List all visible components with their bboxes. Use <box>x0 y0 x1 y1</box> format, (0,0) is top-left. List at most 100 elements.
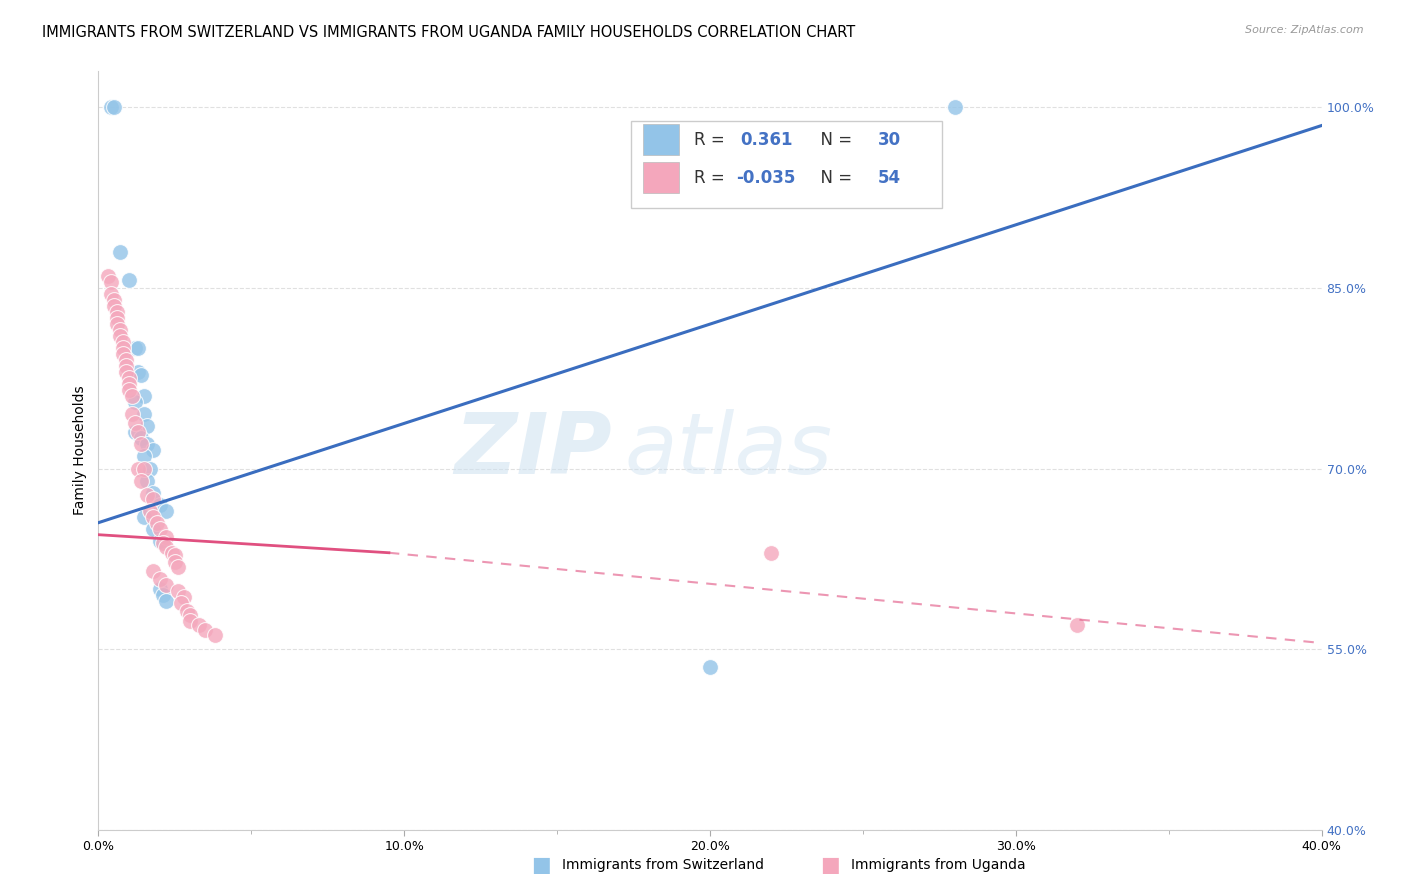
Point <box>170 596 193 610</box>
Point <box>129 432 152 446</box>
Point <box>136 419 159 434</box>
Point <box>167 584 190 599</box>
Text: ZIP: ZIP <box>454 409 612 492</box>
Point <box>124 416 146 430</box>
Point <box>173 591 195 605</box>
Point <box>179 615 201 629</box>
Point <box>204 627 226 641</box>
Point <box>103 100 125 114</box>
Text: -0.035: -0.035 <box>735 169 794 186</box>
Point <box>134 389 156 403</box>
Point <box>155 530 177 544</box>
Point <box>115 359 138 374</box>
Text: Source: ZipAtlas.com: Source: ZipAtlas.com <box>1246 25 1364 35</box>
Point <box>124 395 146 409</box>
Text: ■: ■ <box>531 855 551 875</box>
Point <box>139 461 162 475</box>
Point <box>1066 618 1088 632</box>
Point <box>105 317 128 331</box>
Point <box>127 365 149 379</box>
Text: atlas: atlas <box>624 409 832 492</box>
Y-axis label: Family Households: Family Households <box>73 385 87 516</box>
Point <box>179 608 201 623</box>
Point <box>142 564 165 578</box>
FancyBboxPatch shape <box>630 120 942 208</box>
Point <box>134 509 156 524</box>
Point <box>149 533 172 548</box>
Point <box>124 341 146 355</box>
Text: R =: R = <box>695 169 730 186</box>
Point <box>142 443 165 458</box>
Point <box>121 389 143 403</box>
Point <box>121 408 143 422</box>
Point <box>127 461 149 475</box>
Point <box>129 474 152 488</box>
Point <box>108 244 131 259</box>
Point <box>105 311 128 326</box>
Point <box>134 450 156 464</box>
Point <box>108 329 131 343</box>
Text: R =: R = <box>695 130 735 149</box>
Text: ■: ■ <box>820 855 839 875</box>
Point <box>167 560 190 574</box>
Point <box>152 588 174 602</box>
Point <box>142 485 165 500</box>
Point <box>136 437 159 451</box>
Text: N =: N = <box>810 130 858 149</box>
Text: 30: 30 <box>877 130 901 149</box>
Point <box>127 425 149 440</box>
Point <box>118 272 141 286</box>
Point <box>129 437 152 451</box>
Point <box>155 594 177 608</box>
Point <box>100 287 122 301</box>
Point <box>149 522 172 536</box>
Point <box>188 618 211 632</box>
Point <box>111 347 134 361</box>
Point <box>142 491 165 506</box>
Point <box>152 536 174 550</box>
Point <box>699 660 721 674</box>
Point <box>118 384 141 398</box>
Text: N =: N = <box>810 169 858 186</box>
Point <box>142 509 165 524</box>
Point <box>149 498 172 512</box>
Point <box>759 546 782 560</box>
Point <box>136 474 159 488</box>
Point <box>163 548 186 562</box>
FancyBboxPatch shape <box>643 162 679 193</box>
Point <box>115 365 138 379</box>
Point <box>149 582 172 596</box>
Point <box>145 516 167 530</box>
Point <box>100 100 122 114</box>
Point <box>118 377 141 392</box>
Point <box>97 268 120 283</box>
Text: 0.361: 0.361 <box>741 130 793 149</box>
Point <box>160 546 183 560</box>
Point <box>136 488 159 502</box>
Point <box>134 461 156 475</box>
Point <box>105 305 128 319</box>
Text: IMMIGRANTS FROM SWITZERLAND VS IMMIGRANTS FROM UGANDA FAMILY HOUSEHOLDS CORRELAT: IMMIGRANTS FROM SWITZERLAND VS IMMIGRANT… <box>42 25 855 40</box>
Text: Immigrants from Switzerland: Immigrants from Switzerland <box>562 858 765 872</box>
Point <box>108 323 131 337</box>
Point <box>176 603 198 617</box>
Point <box>194 623 217 637</box>
Point <box>155 503 177 517</box>
Point <box>124 425 146 440</box>
Point <box>139 503 162 517</box>
Point <box>142 522 165 536</box>
Point <box>163 555 186 569</box>
FancyBboxPatch shape <box>643 124 679 155</box>
Point <box>103 293 125 307</box>
Point <box>943 100 966 114</box>
Point <box>100 275 122 289</box>
Point <box>127 341 149 355</box>
Point <box>111 335 134 350</box>
Point <box>103 299 125 313</box>
Point <box>149 572 172 586</box>
Point <box>129 368 152 382</box>
Point <box>155 540 177 554</box>
Point <box>155 578 177 592</box>
Point <box>111 341 134 355</box>
Text: Immigrants from Uganda: Immigrants from Uganda <box>851 858 1025 872</box>
